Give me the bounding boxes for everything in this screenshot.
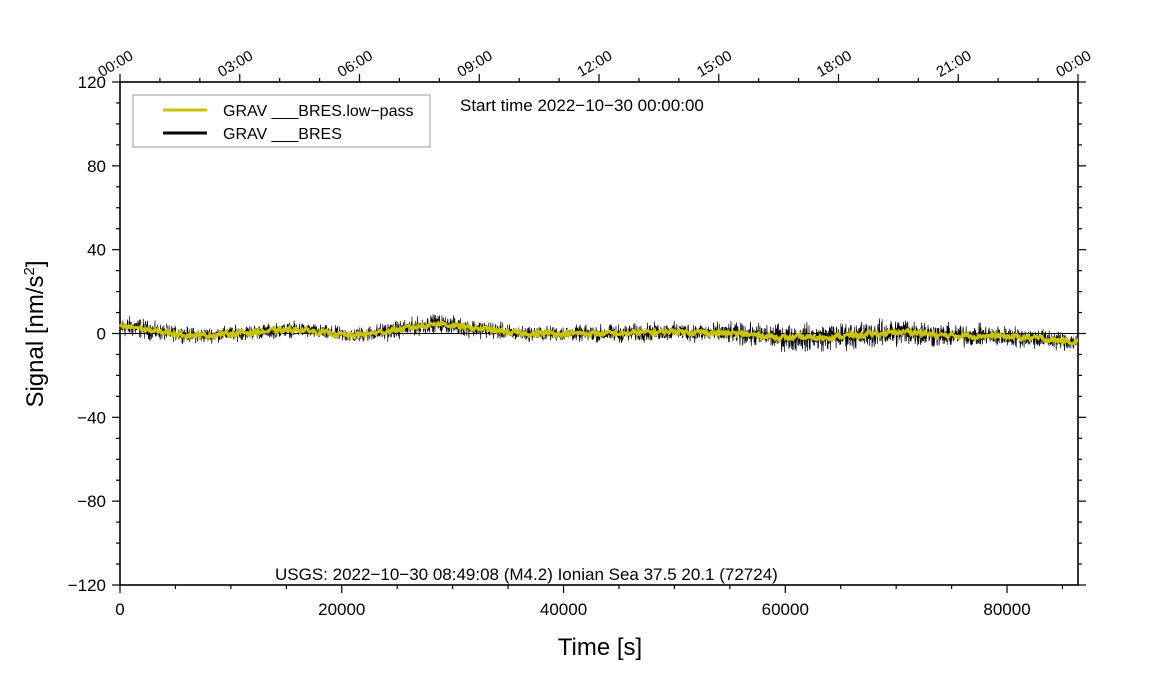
- y-tick-labels: −120 −80 −40 0 40 80 120: [68, 73, 106, 595]
- top-tick-label: 06:00: [335, 47, 376, 80]
- top-tick-label: 03:00: [215, 47, 256, 80]
- y-axis-label: Signal [nm/s2]: [21, 260, 49, 407]
- top-tick-label: 09:00: [454, 47, 495, 80]
- x-tick-label: 80000: [983, 600, 1030, 619]
- top-tick-label: 00:00: [95, 47, 136, 80]
- top-tick-label: 12:00: [574, 47, 615, 80]
- event-annotation: USGS: 2022−10−30 08:49:08 (M4.2) Ionian …: [275, 565, 778, 584]
- top-time-tick-labels: 00:00 03:00 06:00 09:00 12:00 15:00 18:0…: [95, 47, 1094, 80]
- top-tick-label: 15:00: [694, 47, 735, 80]
- start-time-annotation: Start time 2022−10−30 00:00:00: [460, 96, 704, 115]
- lowpass-signal-line: [118, 320, 1079, 347]
- x-tick-labels: 0 20000 40000 60000 80000: [115, 600, 1030, 619]
- x-axis-label: Time [s]: [558, 634, 642, 661]
- ticks-layer: [112, 74, 1086, 593]
- raw-signal-line: [119, 314, 1079, 353]
- y-tick-label: 80: [87, 157, 106, 176]
- y-tick-label: −80: [77, 492, 106, 511]
- y-tick-label: −120: [68, 576, 106, 595]
- legend: GRAV ___BRES.low−pass GRAV ___BRES: [132, 94, 431, 148]
- y-tick-label: −40: [77, 408, 106, 427]
- y-tick-label: 120: [78, 73, 106, 92]
- top-tick-label: 00:00: [1053, 47, 1094, 80]
- y-tick-label: 40: [87, 241, 106, 260]
- x-tick-label: 40000: [540, 600, 587, 619]
- x-tick-label: 60000: [762, 600, 809, 619]
- legend-box: [132, 94, 431, 148]
- top-tick-label: 18:00: [814, 47, 855, 80]
- top-tick-label: 21:00: [933, 47, 974, 80]
- x-tick-label: 0: [115, 600, 124, 619]
- legend-label-lowpass: GRAV ___BRES.low−pass: [223, 103, 413, 120]
- legend-label-raw: GRAV ___BRES: [223, 126, 342, 143]
- y-tick-label: 0: [97, 325, 106, 344]
- y-axis-label-main: Signal [nm/s: [22, 275, 49, 407]
- y-axis-label-superscript: 2: [21, 267, 38, 275]
- series-layer: [118, 314, 1079, 353]
- x-tick-label: 20000: [318, 600, 365, 619]
- y-axis-label-end: ]: [22, 260, 49, 267]
